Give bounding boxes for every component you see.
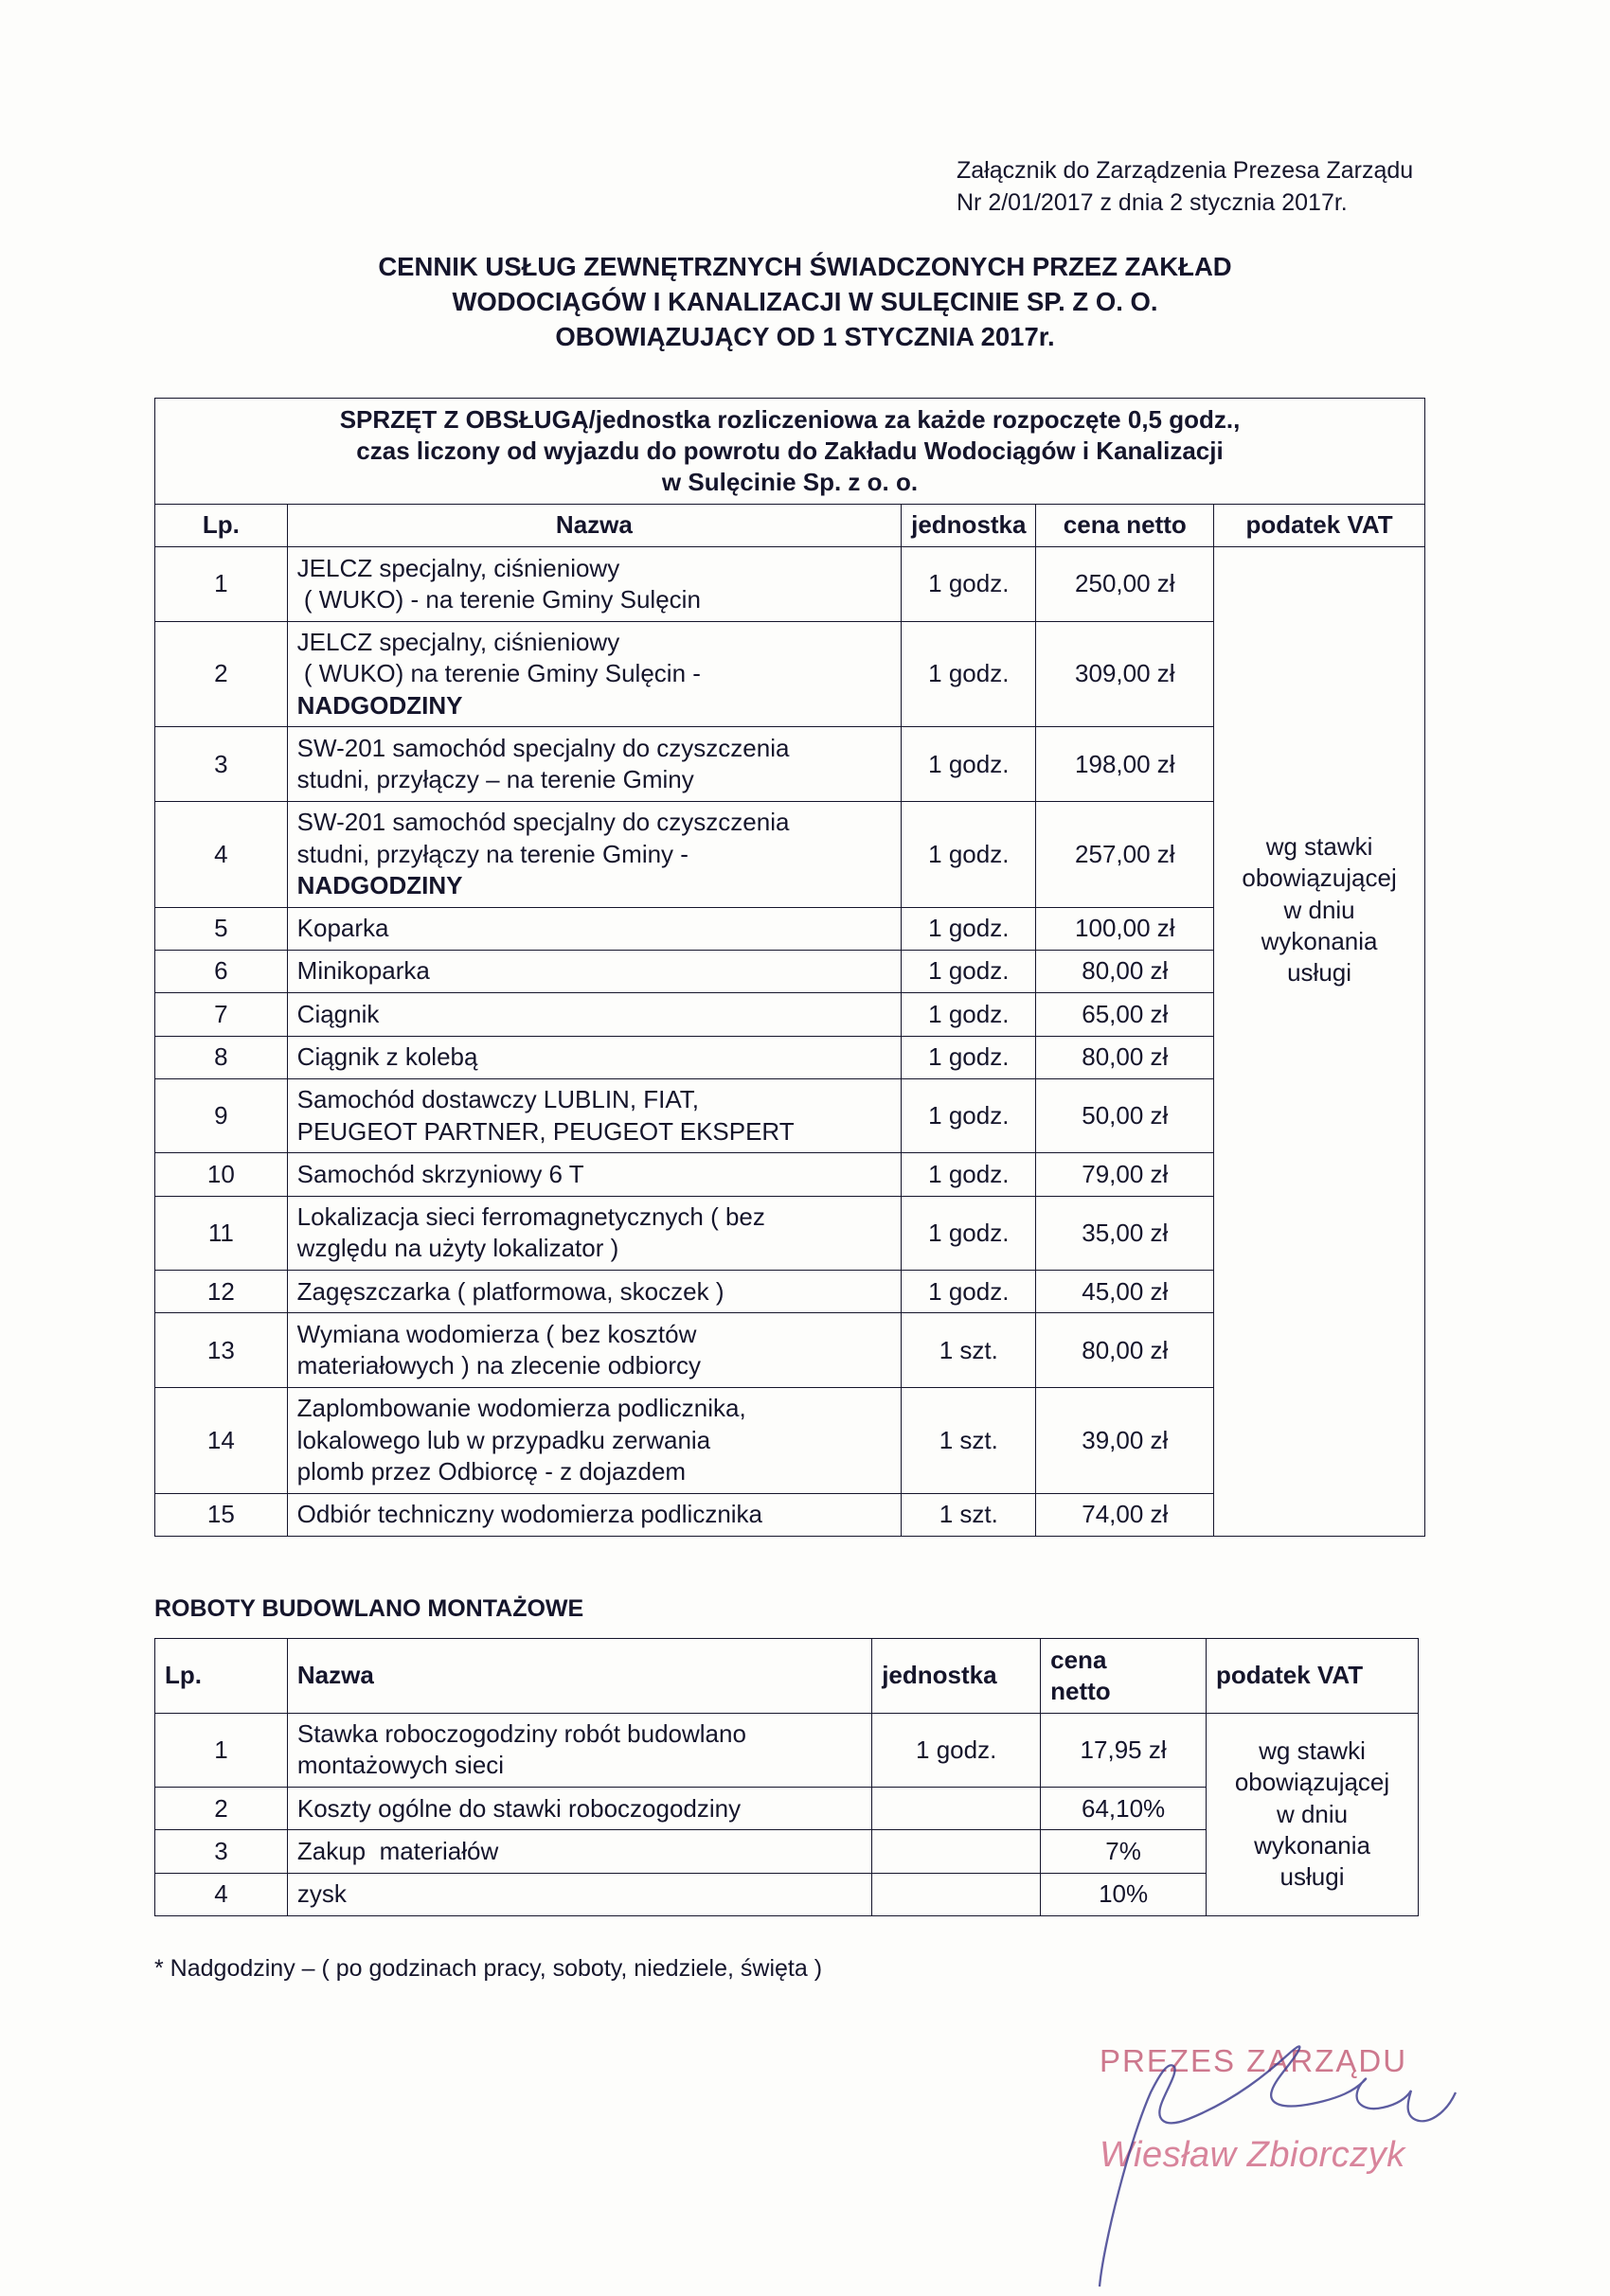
svg-text:Wiesław Zbiorczyk: Wiesław Zbiorczyk bbox=[1100, 2135, 1406, 2175]
svg-text:PREZES ZARZĄDU: PREZES ZARZĄDU bbox=[1100, 2043, 1407, 2078]
